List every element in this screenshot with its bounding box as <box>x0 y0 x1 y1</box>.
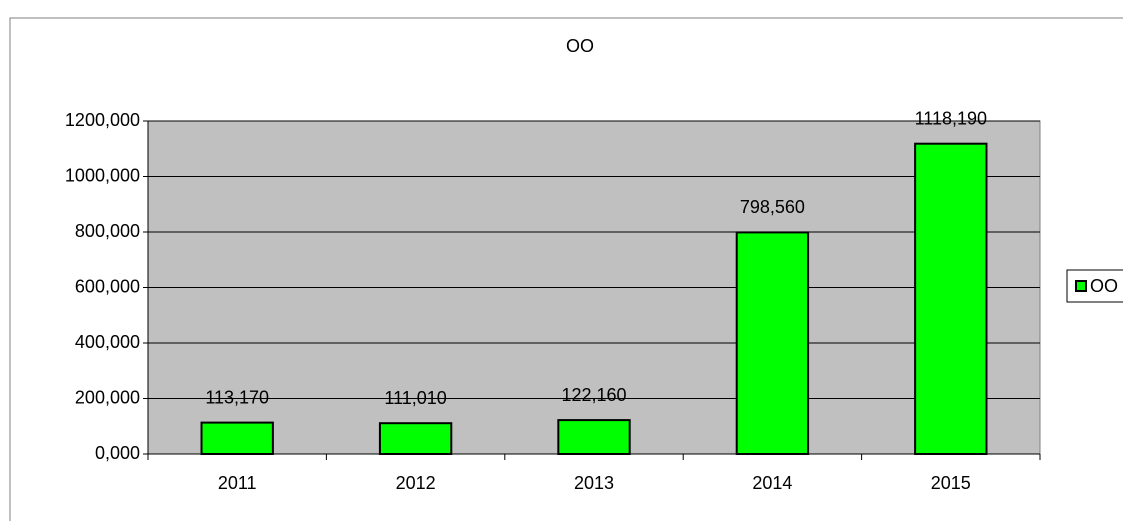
y-tick-label: 1200,000 <box>65 110 140 130</box>
data-label: 798,560 <box>740 197 805 217</box>
data-label: 1118,190 <box>915 108 987 128</box>
y-tick-label: 800,000 <box>75 221 140 241</box>
bar <box>735 231 810 455</box>
bar <box>557 419 631 455</box>
bar <box>914 142 988 455</box>
x-tick-label: 2012 <box>396 473 436 493</box>
x-tick-label: 2013 <box>574 473 614 493</box>
legend-swatch <box>1075 280 1087 292</box>
y-tick-label: 1000,000 <box>65 165 140 185</box>
data-label: 113,170 <box>205 387 269 407</box>
x-tick-label: 2011 <box>218 473 257 493</box>
y-tick-label: 200,000 <box>75 387 140 407</box>
bar <box>378 422 453 456</box>
x-tick-label: 2015 <box>931 473 971 493</box>
x-tick-label: 2014 <box>752 473 792 493</box>
legend-label: OO <box>1090 276 1118 296</box>
bar <box>200 421 274 456</box>
y-tick-label: 600,000 <box>75 276 140 296</box>
y-tick-label: 400,000 <box>75 332 140 352</box>
data-label: 111,010 <box>384 388 446 408</box>
chart-title: OO <box>566 36 594 56</box>
y-tick-label: 0,000 <box>95 443 140 463</box>
data-label: 122,160 <box>561 385 626 405</box>
